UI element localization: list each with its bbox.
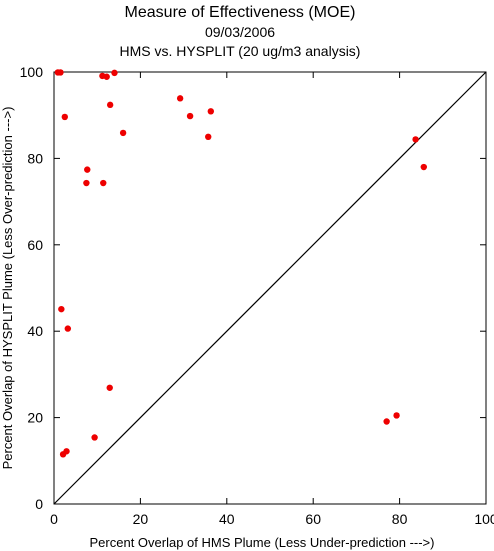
data-point xyxy=(83,179,90,187)
x-tick-label: 80 xyxy=(392,511,408,527)
y-tick-label: 20 xyxy=(27,410,43,426)
y-axis-label: Percent Overlap of HYSPLIT Plume (Less O… xyxy=(0,107,15,470)
data-point xyxy=(207,108,215,115)
data-point xyxy=(106,101,114,109)
data-point xyxy=(103,73,110,80)
y-tick-label: 60 xyxy=(27,237,43,253)
y-tick-label: 80 xyxy=(27,150,43,166)
chart-date: 09/03/2006 xyxy=(205,24,275,40)
data-point xyxy=(64,325,72,332)
x-axis-label: Percent Overlap of HMS Plume (Less Under… xyxy=(90,535,435,550)
data-point xyxy=(58,305,65,313)
data-point xyxy=(205,133,212,140)
data-points xyxy=(54,69,427,458)
x-tick-label: 40 xyxy=(219,511,235,527)
x-tick-label: 0 xyxy=(50,511,58,527)
chart-analysis-subtitle: HMS vs. HYSPLIT (20 ug/m3 analysis) xyxy=(120,43,361,59)
data-point xyxy=(59,451,67,458)
data-point xyxy=(57,69,64,76)
data-point xyxy=(61,113,68,121)
data-point xyxy=(412,136,419,143)
data-point xyxy=(383,418,390,425)
x-tick-label: 60 xyxy=(305,511,321,527)
x-axis-ticks: 0 20 40 60 80 100 xyxy=(50,72,494,527)
data-point xyxy=(91,434,98,441)
one-to-one-line xyxy=(53,71,487,505)
chart-title: Measure of Effectiveness (MOE) xyxy=(125,4,356,21)
y-axis-ticks: 0 20 40 60 80 100 xyxy=(20,64,486,512)
y-tick-label: 100 xyxy=(20,64,44,80)
x-tick-label: 100 xyxy=(474,511,494,527)
data-point xyxy=(119,129,127,137)
data-point xyxy=(100,179,107,187)
y-tick-label: 0 xyxy=(35,496,43,512)
data-point xyxy=(106,384,113,391)
data-point xyxy=(84,166,91,173)
x-tick-label: 20 xyxy=(133,511,149,527)
data-point xyxy=(393,412,400,419)
y-tick-label: 40 xyxy=(27,323,43,339)
data-point xyxy=(111,69,118,77)
data-point xyxy=(176,95,184,102)
data-point xyxy=(186,112,194,120)
data-point xyxy=(420,163,427,171)
plot-frame xyxy=(53,71,487,505)
